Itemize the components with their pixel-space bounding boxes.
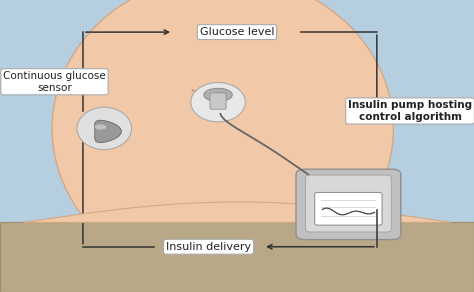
Ellipse shape bbox=[94, 124, 106, 130]
FancyBboxPatch shape bbox=[296, 169, 401, 239]
Text: Insulin delivery: Insulin delivery bbox=[166, 242, 251, 252]
Ellipse shape bbox=[204, 88, 232, 101]
Text: Insulin pump hosting
control algorithm: Insulin pump hosting control algorithm bbox=[348, 100, 472, 122]
Bar bbox=[0, 222, 474, 292]
Text: Glucose level: Glucose level bbox=[200, 27, 274, 37]
Text: Continuous glucose
sensor: Continuous glucose sensor bbox=[3, 71, 106, 93]
Ellipse shape bbox=[52, 0, 393, 282]
FancyBboxPatch shape bbox=[210, 93, 226, 109]
Ellipse shape bbox=[191, 82, 246, 122]
Polygon shape bbox=[95, 120, 121, 142]
FancyBboxPatch shape bbox=[305, 175, 391, 232]
Ellipse shape bbox=[77, 107, 131, 150]
FancyBboxPatch shape bbox=[315, 192, 382, 225]
